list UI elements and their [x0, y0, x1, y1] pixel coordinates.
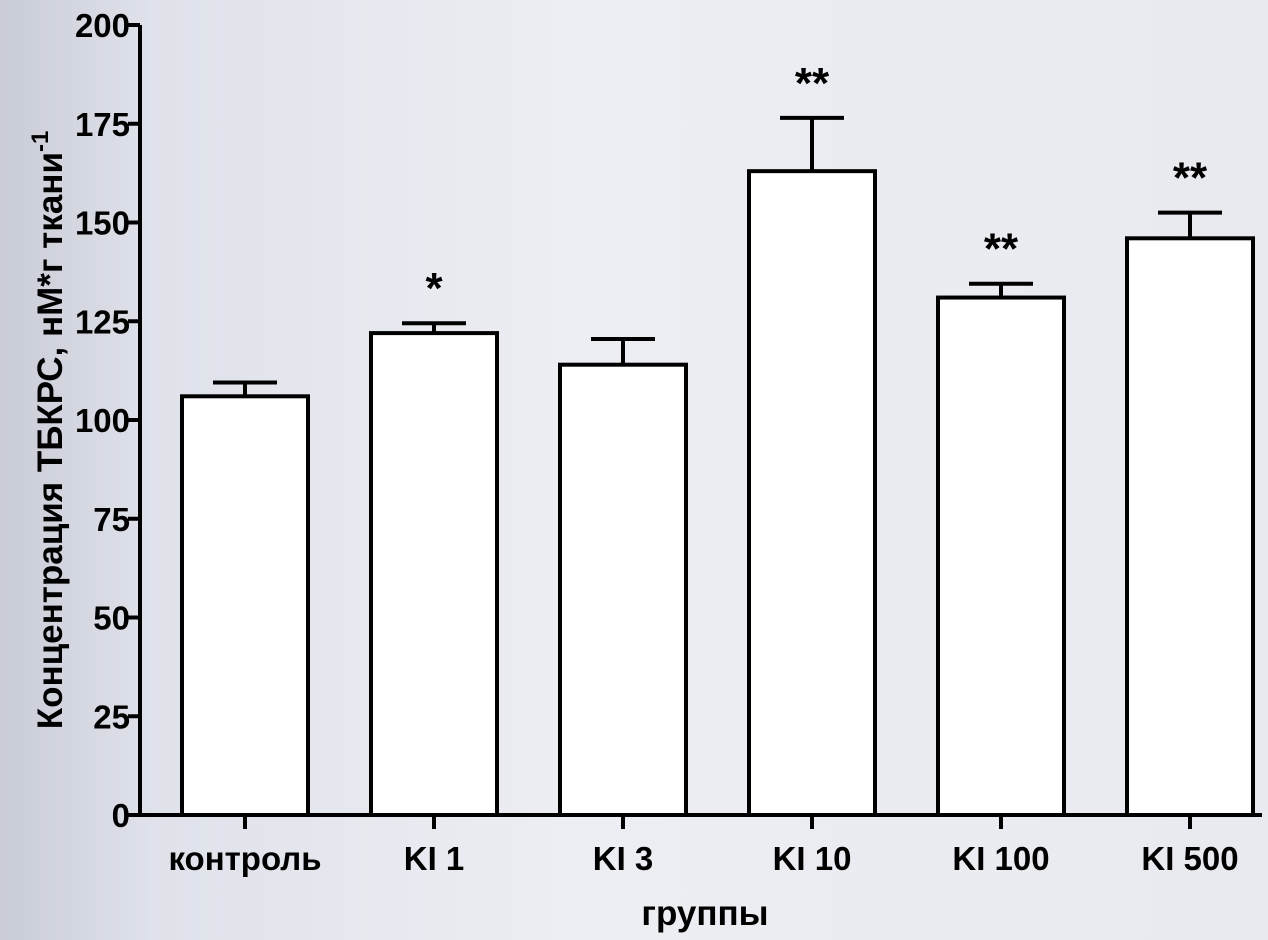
x-tick-label: KI 10 — [773, 840, 852, 877]
significance-marker: ** — [984, 225, 1019, 274]
y-tick-label: 150 — [75, 205, 130, 242]
significance-marker: ** — [795, 59, 830, 108]
y-axis: 0 25 50 75 100 125 150 175 200 — [75, 7, 142, 834]
y-tick-label: 75 — [93, 501, 130, 538]
bar — [369, 331, 499, 817]
y-axis-title: Концентрация ТБКРС, нМ*г ткани-1 — [27, 131, 70, 730]
x-axis: контроль KI 1 KI 3 KI 10 KI 100 KI 500 — [138, 813, 1262, 877]
bar — [1125, 236, 1255, 818]
x-tick-label: KI 100 — [952, 840, 1049, 877]
bar — [558, 362, 688, 817]
bar — [180, 394, 310, 817]
x-tick-label: KI 500 — [1141, 840, 1238, 877]
x-tick-label: KI 1 — [404, 840, 465, 877]
bar — [936, 295, 1066, 817]
x-axis-title: группы — [641, 894, 768, 933]
y-tick-label: 175 — [75, 106, 130, 143]
y-axis-title-superscript: -1 — [27, 131, 54, 152]
significance-marker: ** — [1173, 154, 1208, 203]
y-tick-label: 50 — [93, 600, 130, 637]
x-tick-label: контроль — [168, 840, 321, 877]
significance-marker: * — [425, 264, 443, 313]
y-tick-label: 100 — [75, 402, 130, 439]
y-tick-label: 125 — [75, 303, 130, 340]
y-tick-label: 0 — [112, 797, 130, 834]
y-tick-label: 200 — [75, 7, 130, 44]
y-tick-label: 25 — [93, 698, 130, 735]
y-axis-title-text: Концентрация ТБКРС, нМ*г ткани — [31, 152, 70, 729]
x-tick-label: KI 3 — [593, 840, 654, 877]
bar — [747, 169, 877, 817]
bars: ******* — [180, 59, 1255, 818]
